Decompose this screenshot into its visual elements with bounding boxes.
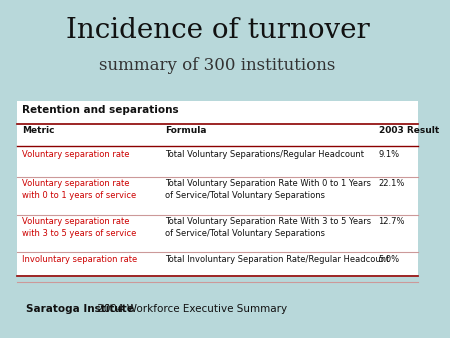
Text: Total Involuntary Separation Rate/Regular Headcount: Total Involuntary Separation Rate/Regula…: [165, 255, 390, 264]
Text: 2003 Result: 2003 Result: [378, 126, 439, 135]
Text: Voluntary separation rate
with 3 to 5 years of service: Voluntary separation rate with 3 to 5 ye…: [22, 217, 136, 238]
Text: Retention and separations: Retention and separations: [22, 105, 178, 115]
Text: Voluntary separation rate
with 0 to 1 years of service: Voluntary separation rate with 0 to 1 ye…: [22, 179, 136, 200]
FancyBboxPatch shape: [18, 101, 418, 277]
Text: 12.7%: 12.7%: [378, 217, 405, 226]
Text: 22.1%: 22.1%: [378, 179, 405, 189]
Text: Total Voluntary Separations/Regular Headcount: Total Voluntary Separations/Regular Head…: [165, 150, 364, 159]
Text: Formula: Formula: [165, 126, 207, 135]
Text: 5.0%: 5.0%: [378, 255, 400, 264]
Text: Voluntary separation rate: Voluntary separation rate: [22, 150, 129, 159]
Text: Incidence of turnover: Incidence of turnover: [66, 17, 369, 44]
Text: 2004 Workforce Executive Summary: 2004 Workforce Executive Summary: [94, 304, 287, 314]
Text: Metric: Metric: [22, 126, 54, 135]
Text: Involuntary separation rate: Involuntary separation rate: [22, 255, 137, 264]
Text: Total Voluntary Separation Rate With 0 to 1 Years
of Service/Total Voluntary Sep: Total Voluntary Separation Rate With 0 t…: [165, 179, 371, 200]
Text: summary of 300 institutions: summary of 300 institutions: [99, 57, 336, 74]
Text: Saratoga Institute: Saratoga Institute: [26, 304, 134, 314]
Text: Total Voluntary Separation Rate With 3 to 5 Years
of Service/Total Voluntary Sep: Total Voluntary Separation Rate With 3 t…: [165, 217, 371, 238]
Text: 9.1%: 9.1%: [378, 150, 400, 159]
